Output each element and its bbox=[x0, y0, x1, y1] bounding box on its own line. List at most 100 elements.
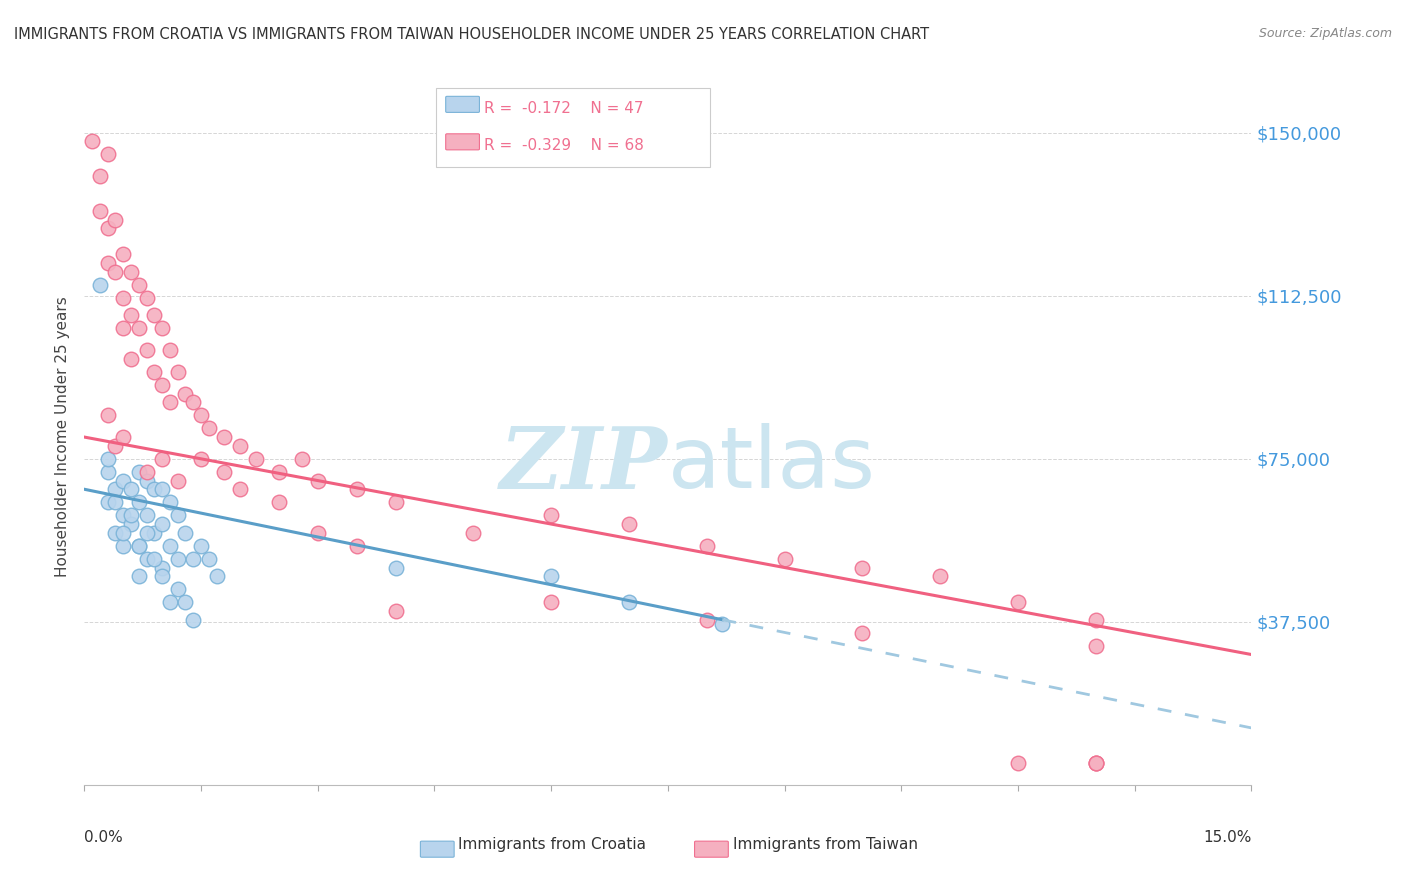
Point bbox=[97, 409, 120, 423]
Point bbox=[696, 539, 718, 553]
Point bbox=[112, 525, 135, 540]
Point bbox=[150, 321, 173, 335]
Point bbox=[143, 308, 166, 322]
Point bbox=[267, 495, 290, 509]
Point bbox=[143, 482, 166, 496]
Point bbox=[135, 343, 157, 357]
Point bbox=[174, 386, 197, 401]
Point bbox=[112, 430, 135, 444]
Point bbox=[112, 539, 135, 553]
Point bbox=[1084, 756, 1107, 771]
Point bbox=[104, 482, 127, 496]
Point bbox=[1007, 756, 1029, 771]
Point bbox=[97, 221, 120, 235]
Point bbox=[120, 508, 142, 523]
Text: 0.0%: 0.0% bbox=[84, 830, 124, 845]
Text: Source: ZipAtlas.com: Source: ZipAtlas.com bbox=[1258, 27, 1392, 40]
Text: IMMIGRANTS FROM CROATIA VS IMMIGRANTS FROM TAIWAN HOUSEHOLDER INCOME UNDER 25 YE: IMMIGRANTS FROM CROATIA VS IMMIGRANTS FR… bbox=[14, 27, 929, 42]
Text: 15.0%: 15.0% bbox=[1204, 830, 1251, 845]
Point bbox=[150, 516, 173, 531]
Point bbox=[190, 451, 212, 466]
Point bbox=[120, 351, 142, 366]
Point bbox=[166, 508, 188, 523]
Point bbox=[851, 625, 873, 640]
Text: R =  -0.172    N = 47: R = -0.172 N = 47 bbox=[484, 101, 643, 116]
Point bbox=[711, 617, 734, 632]
Point bbox=[135, 465, 157, 479]
Point bbox=[384, 604, 406, 618]
Point bbox=[112, 291, 135, 305]
Point bbox=[307, 525, 329, 540]
Point bbox=[346, 482, 368, 496]
Point bbox=[135, 525, 157, 540]
Point bbox=[143, 525, 166, 540]
Point bbox=[540, 595, 562, 609]
Point bbox=[159, 495, 181, 509]
Point bbox=[112, 508, 135, 523]
Point bbox=[128, 465, 150, 479]
Point bbox=[540, 508, 562, 523]
Point bbox=[112, 474, 135, 488]
Text: R =  -0.329    N = 68: R = -0.329 N = 68 bbox=[484, 138, 644, 153]
Point bbox=[463, 525, 485, 540]
Point bbox=[120, 308, 142, 322]
Point bbox=[617, 595, 640, 609]
Text: ZIP: ZIP bbox=[501, 423, 668, 507]
Point bbox=[198, 551, 221, 566]
Point bbox=[112, 321, 135, 335]
Point bbox=[190, 409, 212, 423]
Point bbox=[143, 551, 166, 566]
Point bbox=[89, 169, 111, 184]
Point bbox=[135, 291, 157, 305]
Point bbox=[166, 474, 188, 488]
Point bbox=[128, 569, 150, 583]
Point bbox=[214, 465, 236, 479]
Point bbox=[166, 551, 188, 566]
Point bbox=[1084, 756, 1107, 771]
Point bbox=[181, 613, 204, 627]
Point bbox=[104, 212, 127, 227]
Point bbox=[696, 613, 718, 627]
Point bbox=[97, 495, 120, 509]
Point bbox=[384, 495, 406, 509]
Point bbox=[159, 343, 181, 357]
Point bbox=[384, 560, 406, 574]
Point bbox=[112, 247, 135, 261]
Point bbox=[143, 365, 166, 379]
Point bbox=[150, 569, 173, 583]
Point bbox=[159, 539, 181, 553]
Text: atlas: atlas bbox=[668, 424, 876, 507]
Point bbox=[198, 421, 221, 435]
Point bbox=[82, 134, 104, 148]
Point bbox=[150, 482, 173, 496]
Point bbox=[205, 569, 228, 583]
Point bbox=[1007, 595, 1029, 609]
Point bbox=[97, 451, 120, 466]
Point bbox=[166, 365, 188, 379]
Point bbox=[214, 430, 236, 444]
Point bbox=[174, 595, 197, 609]
Point bbox=[1084, 639, 1107, 653]
Point bbox=[267, 465, 290, 479]
Point bbox=[159, 595, 181, 609]
Point bbox=[617, 516, 640, 531]
Point bbox=[97, 147, 120, 161]
Point bbox=[97, 256, 120, 270]
Point bbox=[174, 525, 197, 540]
Point bbox=[307, 474, 329, 488]
Y-axis label: Householder Income Under 25 years: Householder Income Under 25 years bbox=[55, 297, 70, 577]
Text: Immigrants from Croatia: Immigrants from Croatia bbox=[458, 838, 647, 852]
Point bbox=[128, 539, 150, 553]
Point bbox=[181, 551, 204, 566]
Point bbox=[150, 377, 173, 392]
Point bbox=[1084, 613, 1107, 627]
Point bbox=[104, 439, 127, 453]
Point bbox=[190, 539, 212, 553]
Point bbox=[128, 277, 150, 292]
Point bbox=[89, 203, 111, 218]
Point bbox=[346, 539, 368, 553]
Point bbox=[773, 551, 796, 566]
Point bbox=[159, 395, 181, 409]
Point bbox=[104, 495, 127, 509]
Point bbox=[128, 495, 150, 509]
